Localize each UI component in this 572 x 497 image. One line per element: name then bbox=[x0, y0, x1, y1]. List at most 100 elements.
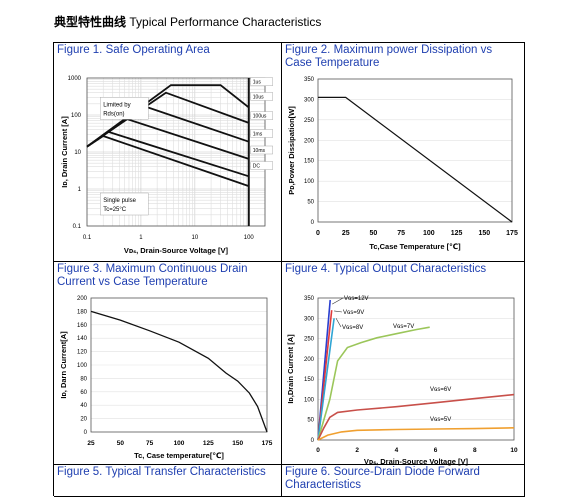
y-tick-label-fig1: 1000 bbox=[68, 76, 82, 82]
series-line-vgs bbox=[317, 393, 515, 441]
x-tick-label-fig2: 75 bbox=[397, 230, 405, 237]
plot-frame-fig3 bbox=[90, 297, 268, 433]
x-tick-label-fig3: 150 bbox=[232, 440, 243, 447]
x-tick-label-fig4: 10 bbox=[510, 447, 518, 454]
series-label: 10ms bbox=[253, 148, 266, 154]
x-axis-label-fig3: Tc, Case temperature[℃] bbox=[134, 451, 224, 460]
series-label: 100us bbox=[253, 114, 267, 120]
y-tick-label-fig4: 100 bbox=[304, 397, 315, 403]
y-tick-label-fig4: 50 bbox=[307, 418, 314, 424]
series-label-leader bbox=[334, 310, 343, 313]
y-tick-label-fig1: 10 bbox=[74, 150, 81, 156]
y-tick-label-fig3: 120 bbox=[77, 350, 88, 356]
x-tick-label-fig4: 8 bbox=[473, 447, 477, 454]
page-title-cn: 典型特性曲线 bbox=[54, 15, 127, 29]
series-label-box bbox=[250, 161, 273, 170]
caption-fig6: Figure 6. Source-Drain Diode Forward Cha… bbox=[285, 466, 480, 491]
y-tick-label-fig3: 200 bbox=[77, 296, 88, 302]
y-tick-label-fig4: 250 bbox=[304, 337, 315, 343]
caption-fig1: Figure 1. Safe Operating Area bbox=[57, 44, 210, 56]
y-tick-label-fig4: 200 bbox=[304, 357, 315, 363]
y-tick-label-fig3: 80 bbox=[80, 376, 87, 382]
x-tick-label-fig3: 75 bbox=[146, 440, 154, 447]
series-line-DC bbox=[86, 135, 250, 187]
x-tick-label-fig2: 150 bbox=[478, 230, 490, 237]
y-tick-label-fig3: 160 bbox=[77, 323, 88, 329]
series-line-vgs bbox=[317, 318, 335, 441]
y-tick-label-fig1: 0.1 bbox=[73, 224, 82, 230]
y-axis-label-fig3: Iᴅ, Darn Current[A] bbox=[59, 331, 68, 399]
series-label: 1us bbox=[253, 80, 262, 86]
y-tick-label-fig2: 300 bbox=[304, 97, 315, 103]
chart-fig1: 0.1 1 10 100 1000 100 10 1 0.1 Vᴅₛ, Drain-Source … bbox=[60, 76, 273, 255]
cell-fig4: Figure 4. Typical Output Characteristics bbox=[282, 262, 525, 465]
annotation-pulse-2: Tc=25°C bbox=[103, 207, 127, 213]
x-tick-label-fig3: 175 bbox=[262, 440, 273, 447]
annotation-rds-2: Rds(on) bbox=[103, 111, 124, 117]
plot-frame-fig4 bbox=[317, 297, 515, 441]
series-line-vgs bbox=[317, 326, 430, 441]
series-label: DC bbox=[253, 164, 261, 170]
x-tick-label-fig1: 1 bbox=[139, 235, 143, 241]
y-tick-label-fig3: 40 bbox=[80, 403, 87, 409]
y-tick-label-fig2: 350 bbox=[304, 77, 315, 83]
x-tick-label-fig2: 25 bbox=[342, 230, 350, 237]
series-label-box bbox=[250, 92, 273, 101]
cell-fig3: Figure 3. Maximum Continuous Drain Curre… bbox=[54, 262, 282, 465]
x-axis-label-fig4: Vᴅₛ, Drain-Source Voltage [V] bbox=[364, 457, 469, 466]
y-tick-label-fig2: 150 bbox=[304, 159, 315, 165]
x-tick-label-fig2: 125 bbox=[451, 230, 463, 237]
annotation-box-pulse bbox=[100, 192, 149, 216]
y-tick-label-fig3: 140 bbox=[77, 336, 88, 342]
x-tick-label-fig3: 100 bbox=[174, 440, 185, 447]
cell-fig1: Figure 1. Safe Operating Area bbox=[54, 43, 282, 262]
y-tick-label-fig2: 250 bbox=[304, 118, 315, 124]
series-label: Vɢs=8V bbox=[342, 325, 363, 331]
annotation-rds-1: Limited by bbox=[103, 102, 130, 108]
cell-fig6: Figure 6. Source-Drain Diode Forward Cha… bbox=[282, 465, 525, 497]
y-tick-label-fig2: 0 bbox=[311, 220, 315, 226]
page-title-en: Typical Performance Characteristics bbox=[129, 15, 322, 29]
x-tick-label-fig2: 50 bbox=[370, 230, 378, 237]
y-tick-label-fig4: 150 bbox=[304, 377, 315, 383]
series-label-leader bbox=[335, 318, 342, 328]
caption-fig3: Figure 3. Maximum Continuous Drain Curre… bbox=[57, 263, 248, 288]
caption-fig2: Figure 2. Maximum power Dissipation vs C… bbox=[285, 44, 493, 69]
plot-frame-fig2 bbox=[317, 78, 513, 223]
y-tick-label-fig3: 100 bbox=[77, 363, 88, 369]
y-tick-label-fig2: 100 bbox=[304, 179, 315, 185]
series-line-vgs bbox=[317, 427, 515, 441]
y-tick-label-fig2: 200 bbox=[304, 138, 315, 144]
x-tick-label-fig3: 125 bbox=[203, 440, 214, 447]
y-axis-label-fig1: Iᴅ, Drain Current [A] bbox=[60, 116, 69, 188]
y-tick-label-fig4: 300 bbox=[304, 316, 315, 322]
series-label: 1ms bbox=[253, 131, 263, 137]
chart-fig3: 25 50 75 100 125 150 175 0 20 40 60 80 100 120 140 160 1… bbox=[59, 296, 273, 460]
series-label-leader bbox=[332, 297, 344, 305]
x-tick-label-fig1: 100 bbox=[244, 235, 255, 241]
series-label-box bbox=[250, 145, 273, 155]
series-label-box bbox=[250, 111, 273, 120]
page-title: 典型特性曲线 Typical Performance Characteristi… bbox=[54, 13, 321, 30]
y-tick-label-fig3: 60 bbox=[80, 390, 87, 396]
y-tick-label-fig1: 1 bbox=[78, 187, 82, 193]
x-tick-label-fig4: 4 bbox=[395, 447, 399, 454]
series-line-current bbox=[90, 310, 268, 433]
cell-fig5: Figure 5. Typical Transfer Characteristi… bbox=[54, 465, 282, 497]
y-tick-label-fig4: 0 bbox=[311, 438, 315, 444]
y-tick-label-fig3: 20 bbox=[80, 417, 87, 423]
series-label: Vɢs=12V bbox=[344, 296, 369, 302]
series-label: 10us bbox=[253, 94, 264, 100]
x-tick-label-fig2: 175 bbox=[506, 230, 518, 237]
caption-fig4: Figure 4. Typical Output Characteristics bbox=[285, 263, 487, 275]
x-tick-label-fig4: 0 bbox=[316, 447, 320, 454]
x-tick-label-fig1: 10 bbox=[192, 235, 199, 241]
y-tick-label-fig3: 180 bbox=[77, 309, 88, 315]
x-tick-label-fig3: 50 bbox=[117, 440, 125, 447]
x-tick-label-fig2: 100 bbox=[423, 230, 435, 237]
caption-fig5: Figure 5. Typical Transfer Characteristi… bbox=[57, 466, 266, 478]
series-label: Vɢs=9V bbox=[343, 310, 364, 316]
x-tick-label-fig2: 0 bbox=[316, 230, 320, 237]
y-axis-label-fig2: Pᴅ,Power Dissipation[W] bbox=[287, 106, 296, 195]
y-tick-label-fig2: 50 bbox=[307, 200, 314, 206]
